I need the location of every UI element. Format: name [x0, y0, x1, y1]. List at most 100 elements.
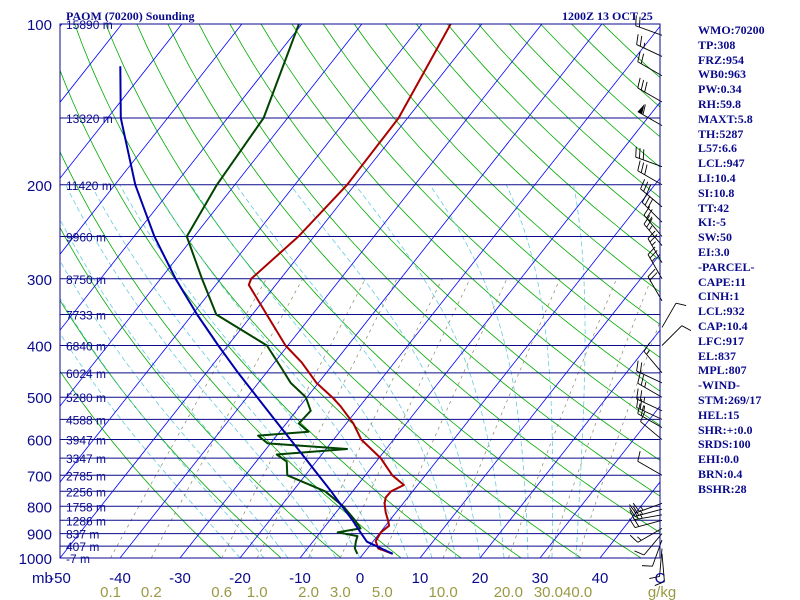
height-label: 15890 m [66, 18, 113, 32]
wind-barb-feather [636, 34, 639, 45]
wind-barb-feather [643, 342, 651, 352]
wind-barb-feather [640, 374, 645, 386]
height-label: 8750 m [66, 273, 106, 287]
wind-barb-feather [649, 234, 658, 243]
wind-barb [636, 397, 663, 420]
height-label: 1286 m [66, 514, 106, 528]
isotherm-line [60, 24, 423, 483]
wind-barb-feather [639, 390, 643, 401]
height-label: 11420 m [66, 179, 112, 193]
index-item: SI:10.8 [698, 185, 735, 200]
moist-adiabat-line [60, 260, 289, 558]
plot-frame [59, 23, 661, 559]
pressure-tick-label: 700 [27, 468, 52, 485]
temperature-tick-label: -50 [49, 570, 71, 587]
height-label: 1758 m [66, 500, 106, 514]
temperature-tick-label: 40 [592, 570, 609, 587]
isotherm-line [60, 24, 483, 558]
wind-barb-staff [636, 370, 663, 384]
pressure-tick-label: 900 [27, 527, 52, 544]
height-label: 6840 m [66, 340, 106, 354]
index-item: CAPE:11 [698, 274, 746, 289]
temperature-tick-label: -10 [289, 570, 311, 587]
wind-barb-feather [632, 506, 640, 516]
wind-barb-staff [643, 533, 663, 556]
wind-barb-staff [641, 202, 663, 223]
mixing-ratio-tick-label: 2.0 [298, 584, 319, 600]
wind-barb-half-feather [639, 509, 644, 515]
stability-indices-panel: WMO:70200 TP:308 FRZ:954 WB0:963 PW:0.34 RH:5… [698, 23, 765, 497]
wind-barb-staff [661, 302, 677, 328]
height-label: 407 m [66, 540, 99, 554]
wind-barb-staff [637, 111, 663, 127]
mixing-ratio-tick-label: 1.0 [247, 584, 268, 600]
wind-barb [636, 388, 663, 412]
wind-barb-feather [642, 104, 646, 115]
dry-adiabat-line [167, 24, 660, 534]
wind-barb [643, 342, 663, 374]
index-item: EL:837 [698, 348, 737, 363]
index-item: L57:6.6 [698, 141, 737, 156]
mixing-ratio-line [110, 278, 267, 558]
wind-barb-half-feather [643, 42, 646, 49]
index-item: HEL:15 [698, 407, 740, 422]
isotherm-line [299, 101, 660, 558]
height-label: 6024 m [66, 367, 106, 381]
temperature-tick-label: 10 [412, 570, 429, 587]
height-label: 3347 m [66, 452, 106, 466]
dry-adiabat-line [136, 24, 642, 558]
pressure-tick-label: 100 [27, 17, 52, 34]
mixing-ratio-tick-label: 30.0 [534, 584, 563, 600]
height-label: 5280 m [66, 391, 106, 405]
height-label: -7 m [66, 552, 90, 566]
wind-barb-feather [629, 518, 636, 528]
wind-barb-feather [629, 510, 635, 520]
height-label: 13320 m [66, 112, 113, 126]
wind-barb [661, 325, 692, 346]
wind-barb-feather [636, 388, 639, 399]
isotherm-line [179, 24, 603, 558]
wind-barb [636, 360, 663, 384]
mixing-ratio-line [256, 278, 398, 558]
wind-barb [640, 179, 663, 208]
wind-barb-staff [640, 188, 663, 208]
wind-barb-feather [634, 550, 645, 556]
isotherm-line [419, 253, 660, 558]
wind-barb-feather [629, 507, 636, 517]
dry-adiabat-line [74, 24, 522, 558]
wind-barb [629, 527, 663, 543]
wind-barb-half-feather [646, 349, 650, 355]
wind-barb-feather [649, 575, 660, 579]
wind-barb-feather [629, 534, 639, 543]
wind-barb-feather [647, 268, 656, 277]
wind-barb-feather [642, 149, 645, 160]
wind-barb-flag [637, 103, 645, 115]
wind-barb-feather [644, 81, 648, 93]
wind-barb [637, 372, 663, 398]
index-item: SRDS:100 [698, 437, 751, 452]
wind-barb-feather [632, 502, 640, 512]
pressure-unit-label: mb [32, 570, 53, 587]
isotherm-line [60, 24, 303, 331]
index-item: WB0:963 [698, 67, 746, 82]
index-item: TH:5287 [698, 126, 744, 141]
mixing-ratio-tick-label: 3.0 [330, 584, 351, 600]
mixing-ratio-line [339, 278, 471, 558]
temperature-tick-label: -40 [109, 570, 131, 587]
wind-barb [636, 34, 663, 57]
pressure-tick-label: 400 [27, 339, 52, 356]
wind-barb-feather [644, 195, 651, 206]
index-item: BSHR:28 [698, 481, 747, 496]
index-item: BRN:0.4 [698, 466, 743, 481]
wind-barb-feather [637, 451, 641, 462]
moist-adiabat-line [90, 184, 361, 558]
height-label: 2785 m [66, 469, 106, 483]
wind-barb-feather [643, 181, 649, 192]
temperature-tick-label: 30 [532, 570, 549, 587]
moist-adiabat-line [65, 184, 337, 558]
temperature-unit-label: C [655, 570, 666, 587]
wind-barb-feather [639, 398, 643, 410]
wind-barb-feather [629, 504, 637, 514]
temperature-tick-label: -30 [169, 570, 191, 587]
wind-barb [641, 192, 663, 223]
